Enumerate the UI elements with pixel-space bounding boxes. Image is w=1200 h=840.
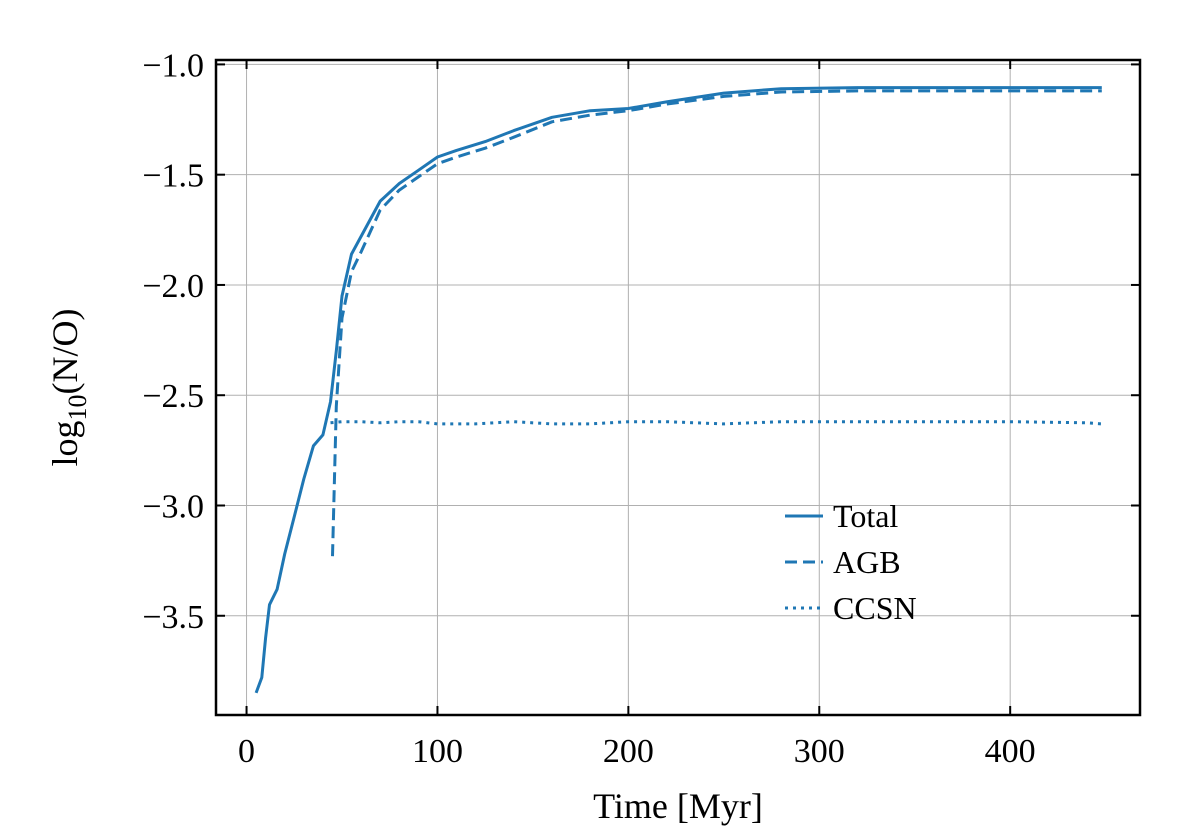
series-line-agb [331, 89, 1102, 557]
legend-label-ccsn: CCSN [833, 590, 917, 626]
x-tick-label: 0 [238, 733, 255, 770]
y-tick-label: −3.0 [142, 488, 204, 525]
series-line-total [254, 86, 1102, 694]
x-tick-label: 300 [794, 733, 845, 770]
y-axis-label-rest: (N/O) [45, 309, 85, 395]
grid [216, 60, 1140, 715]
legend-label-total: Total [833, 498, 898, 534]
y-axis-label: log10(N/O) [45, 309, 92, 467]
x-tick-label: 100 [412, 733, 463, 770]
legend: Total AGB CCSN [785, 498, 917, 626]
plot-frame [214, 58, 1142, 717]
y-axis-label-base: log [45, 420, 85, 466]
y-tick-label: −2.5 [142, 378, 204, 415]
y-tick-label: −2.0 [142, 268, 204, 305]
x-tick-label: 200 [603, 733, 654, 770]
x-axis-label: Time [Myr] [593, 786, 763, 826]
y-axis-label-subscript: 10 [63, 394, 92, 420]
x-tick-label: 400 [985, 733, 1036, 770]
y-tick-label: −3.5 [142, 599, 204, 636]
y-tick-label: −1.5 [142, 158, 204, 195]
series-line-ccsn [330, 420, 1102, 426]
series-layer [254, 86, 1102, 694]
y-tick-label: −1.0 [142, 47, 204, 84]
ticks [216, 60, 1140, 715]
tick-labels: 0 100 200 300 400 −3.5 −3.0 −2.5 −2.0 −1.5 −1.0 [142, 47, 1035, 770]
legend-label-agb: AGB [833, 544, 901, 580]
